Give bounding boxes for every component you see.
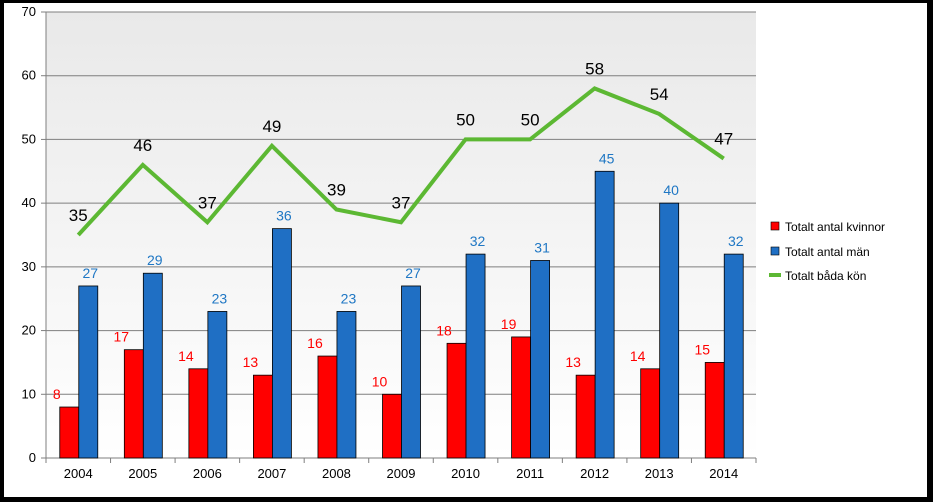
bar — [78, 285, 99, 459]
data-label: 10 — [372, 373, 388, 389]
bar — [382, 393, 402, 459]
line-data-label: 46 — [133, 136, 152, 155]
legend: Totalt antal kvinnor Totalt antal män Tota… — [769, 220, 885, 283]
line-data-label: 50 — [521, 110, 540, 129]
total-series-line — [76, 86, 725, 237]
line-data-label: 39 — [327, 181, 346, 200]
y-tick-label: 10 — [22, 386, 36, 401]
data-label: 32 — [728, 233, 744, 249]
legend-entry: Totalt antal kvinnor — [785, 220, 885, 234]
bar — [188, 368, 209, 459]
data-label: 13 — [243, 354, 259, 370]
data-label: 18 — [436, 322, 452, 338]
data-label: 36 — [276, 208, 292, 224]
x-tick-label: 2012 — [580, 466, 609, 481]
bar — [207, 311, 228, 459]
x-tick-label: 2010 — [451, 466, 480, 481]
bar — [401, 285, 421, 459]
bar — [530, 260, 550, 459]
data-label: 19 — [501, 316, 517, 332]
data-label: 17 — [114, 329, 130, 345]
legend-swatch — [770, 246, 780, 256]
chart: 0 10 20 30 40 50 60 70 2004 2005 2006 2007 2008 2009… — [22, 4, 886, 481]
bar — [253, 374, 273, 459]
line-data-label: 54 — [650, 85, 669, 104]
data-label: 45 — [599, 150, 615, 166]
data-label: 29 — [147, 252, 163, 268]
data-label: 23 — [341, 290, 357, 306]
x-tick-label: 2007 — [257, 466, 286, 481]
line-data-label: 50 — [456, 110, 475, 129]
bar — [594, 170, 615, 459]
bar — [723, 253, 744, 459]
line-data-label: 35 — [69, 206, 88, 225]
x-tick-label: 2006 — [193, 466, 222, 481]
bar — [511, 336, 531, 459]
data-labels: 8 17 14 13 16 10 18 19 13 14 15 27 29 23 36 23 27 32 31 45 4… — [53, 59, 744, 402]
y-tick-label: 30 — [22, 259, 36, 274]
data-label: 32 — [470, 233, 486, 249]
bar — [659, 202, 680, 459]
line-data-label: 37 — [198, 193, 217, 212]
chart-frame: 0 10 20 30 40 50 60 70 2004 2005 2006 2007 2008 2009… — [4, 3, 927, 497]
bar — [317, 355, 338, 459]
data-label: 23 — [212, 290, 228, 306]
line-data-label: 47 — [714, 130, 733, 149]
y-tick-label: 70 — [22, 4, 36, 19]
data-label: 8 — [53, 386, 61, 402]
data-label: 14 — [178, 348, 194, 364]
legend-swatch — [770, 221, 780, 231]
bar — [336, 311, 357, 459]
bar — [446, 342, 467, 459]
data-label: 40 — [663, 182, 679, 198]
x-tick-label: 2013 — [645, 466, 674, 481]
data-label: 13 — [565, 354, 581, 370]
y-tick-label: 60 — [22, 68, 36, 83]
y-axis: 0 10 20 30 40 50 60 70 — [22, 4, 47, 465]
bar — [704, 362, 725, 459]
line-data-label: 37 — [392, 193, 411, 212]
bar — [465, 253, 486, 459]
bar — [272, 228, 292, 459]
x-tick-label: 2011 — [516, 466, 544, 481]
bar — [640, 368, 661, 459]
total-line — [76, 86, 725, 237]
bar — [123, 349, 144, 459]
y-tick-label: 50 — [22, 131, 36, 146]
data-label: 27 — [405, 265, 421, 281]
bar — [142, 272, 163, 459]
data-label: 16 — [307, 335, 323, 351]
data-label: 31 — [534, 239, 550, 255]
bars — [59, 170, 744, 459]
y-tick-label: 0 — [29, 450, 36, 465]
x-axis: 2004 2005 2006 2007 2008 2009 2010 2011 2012 2013… — [45, 457, 757, 481]
line-data-label: 49 — [262, 117, 281, 136]
x-tick-label: 2008 — [322, 466, 351, 481]
data-label: 15 — [694, 341, 710, 357]
x-tick-label: 2004 — [64, 466, 93, 481]
x-tick-label: 2009 — [387, 466, 416, 481]
x-tick-label: 2005 — [128, 466, 157, 481]
legend-entry: Totalt antal män — [785, 245, 870, 259]
y-tick-label: 40 — [22, 195, 36, 210]
line-data-label: 58 — [585, 59, 604, 78]
legend-entry: Totalt båda kön — [785, 269, 866, 283]
bar — [575, 374, 596, 459]
plot-area — [46, 12, 756, 458]
data-label: 27 — [82, 265, 98, 281]
data-label: 14 — [630, 348, 646, 364]
bar — [59, 406, 80, 459]
y-tick-label: 20 — [22, 323, 36, 338]
x-tick-label: 2014 — [709, 466, 738, 481]
